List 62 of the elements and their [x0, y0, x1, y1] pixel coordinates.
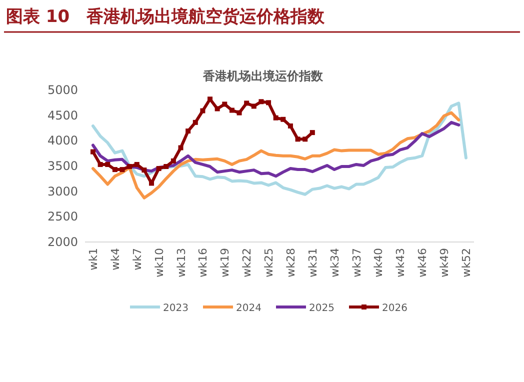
x-tick-label: wk37 — [350, 248, 364, 278]
x-tick-label: wk28 — [284, 248, 298, 278]
point — [90, 149, 96, 154]
point — [214, 106, 220, 112]
x-tick-label: wk52 — [460, 248, 473, 278]
y-tick-label: 3000 — [47, 184, 78, 198]
point — [244, 100, 250, 106]
x-tick-label: wk19 — [218, 248, 232, 278]
x-tick-label: wk34 — [328, 248, 342, 278]
point — [208, 96, 213, 102]
x-tick-label: wk40 — [372, 248, 386, 278]
y-tick-label: 3500 — [47, 159, 78, 173]
legend-label: 2026 — [382, 303, 408, 314]
point — [229, 108, 234, 113]
point — [178, 145, 184, 150]
legend-label: 2024 — [236, 303, 262, 314]
point — [156, 166, 162, 172]
legend-label: 2023 — [163, 303, 188, 314]
point — [170, 158, 176, 164]
x-tick-label: wk4 — [108, 248, 122, 270]
point — [186, 128, 191, 134]
point — [251, 104, 256, 109]
point — [134, 162, 140, 167]
x-tick-label: wk43 — [394, 248, 408, 278]
point — [105, 162, 110, 167]
line-series — [92, 120, 460, 178]
point — [127, 164, 132, 170]
x-tick-label: wk46 — [416, 248, 430, 278]
point — [273, 115, 278, 120]
point — [288, 123, 293, 128]
point — [280, 116, 286, 122]
point — [192, 120, 198, 125]
y-tick-label: 2000 — [47, 235, 78, 249]
point — [200, 108, 206, 114]
point — [142, 168, 147, 173]
point — [236, 110, 242, 116]
y-tick-label: 4000 — [47, 134, 78, 148]
x-tick-label: wk22 — [240, 248, 254, 278]
point — [222, 102, 228, 107]
y-tick-label: 5000 — [47, 83, 78, 97]
x-tick-label: wk49 — [438, 248, 452, 278]
x-tick-label: wk13 — [174, 248, 188, 278]
legend-label: 2025 — [309, 303, 334, 314]
x-tick-label: wk31 — [306, 248, 320, 278]
point — [258, 99, 264, 104]
chart-title: 图表 10 香港机场出境航空货运价格指数 — [6, 7, 326, 27]
x-tick-label: wk10 — [152, 248, 166, 278]
point — [302, 136, 308, 142]
point — [295, 136, 300, 142]
chart-subtitle: 香港机场出境运价指数 — [202, 69, 324, 83]
point — [310, 130, 315, 136]
point — [164, 164, 169, 170]
y-tick-label: 4500 — [47, 108, 78, 122]
y-tick-label: 2500 — [47, 210, 78, 224]
x-tick-label: wk1 — [87, 248, 100, 270]
point — [266, 100, 272, 106]
x-tick-label: wk16 — [196, 248, 210, 278]
point — [112, 167, 118, 172]
point — [120, 167, 125, 172]
x-tick-label: wk25 — [262, 248, 276, 278]
point — [98, 162, 103, 167]
x-tick-label: wk7 — [130, 248, 144, 270]
